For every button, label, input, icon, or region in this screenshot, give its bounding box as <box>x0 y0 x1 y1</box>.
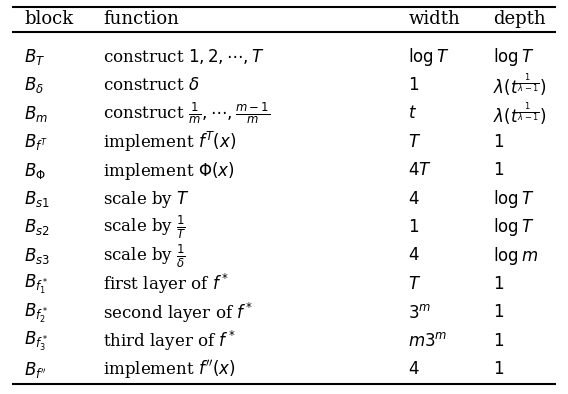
Text: $4$: $4$ <box>408 191 420 208</box>
Text: $B_T$: $B_T$ <box>24 47 45 67</box>
Text: second layer of $f^*$: second layer of $f^*$ <box>103 301 253 325</box>
Text: third layer of $f^*$: third layer of $f^*$ <box>103 329 236 353</box>
Text: scale by $\frac{1}{\delta}$: scale by $\frac{1}{\delta}$ <box>103 242 186 269</box>
Text: $B_{s1}$: $B_{s1}$ <box>24 189 50 209</box>
Text: $4$: $4$ <box>408 361 420 378</box>
Text: first layer of $f^*$: first layer of $f^*$ <box>103 272 229 296</box>
Text: $\log T$: $\log T$ <box>493 216 534 238</box>
Text: $B_\delta$: $B_\delta$ <box>24 75 44 95</box>
Text: scale by $T$: scale by $T$ <box>103 188 190 210</box>
Text: $1$: $1$ <box>408 77 420 94</box>
Text: $4T$: $4T$ <box>408 162 432 179</box>
Text: implement $f^T(x)$: implement $f^T(x)$ <box>103 130 236 154</box>
Text: $\lambda(t^{\frac{1}{\lambda-1}})$: $\lambda(t^{\frac{1}{\lambda-1}})$ <box>493 101 547 126</box>
Text: implement $f''(x)$: implement $f''(x)$ <box>103 358 236 381</box>
Text: $B_{f_3^*}$: $B_{f_3^*}$ <box>24 329 48 353</box>
Text: $\log T$: $\log T$ <box>493 188 534 210</box>
Text: $B_{f''}$: $B_{f''}$ <box>24 360 47 380</box>
Text: $B_{s3}$: $B_{s3}$ <box>24 246 50 266</box>
Text: $T$: $T$ <box>408 134 421 151</box>
Text: construct $1, 2, \cdots, T$: construct $1, 2, \cdots, T$ <box>103 47 265 66</box>
Text: block: block <box>24 10 73 28</box>
Text: $B_{f_2^*}$: $B_{f_2^*}$ <box>24 301 48 325</box>
Text: depth: depth <box>493 10 546 28</box>
Text: construct $\delta$: construct $\delta$ <box>103 77 200 94</box>
Text: $t$: $t$ <box>408 105 417 122</box>
Text: construct $\frac{1}{m}, \cdots, \frac{m-1}{m}$: construct $\frac{1}{m}, \cdots, \frac{m-… <box>103 101 270 126</box>
Text: $1$: $1$ <box>493 333 504 350</box>
Text: $\log m$: $\log m$ <box>493 245 538 267</box>
Text: $\log T$: $\log T$ <box>493 46 534 68</box>
Text: $1$: $1$ <box>493 361 504 378</box>
Text: width: width <box>408 10 460 28</box>
Text: $B_{f^T}$: $B_{f^T}$ <box>24 132 48 152</box>
Text: $1$: $1$ <box>493 276 504 293</box>
Text: $4$: $4$ <box>408 247 420 264</box>
Text: $\lambda(t^{\frac{1}{\lambda-1}})$: $\lambda(t^{\frac{1}{\lambda-1}})$ <box>493 72 547 98</box>
Text: $1$: $1$ <box>493 304 504 322</box>
Text: $m3^m$: $m3^m$ <box>408 332 448 350</box>
Text: function: function <box>103 10 179 28</box>
Text: $B_m$: $B_m$ <box>24 104 48 124</box>
Text: scale by $\frac{1}{T}$: scale by $\frac{1}{T}$ <box>103 214 186 241</box>
Text: $1$: $1$ <box>493 134 504 151</box>
Text: $3^m$: $3^m$ <box>408 304 432 322</box>
Text: $1$: $1$ <box>493 162 504 179</box>
Text: $B_{f_1^*}$: $B_{f_1^*}$ <box>24 273 48 296</box>
Text: $B_\Phi$: $B_\Phi$ <box>24 160 46 180</box>
Text: $\log T$: $\log T$ <box>408 46 450 68</box>
Text: $T$: $T$ <box>408 276 421 293</box>
Text: $B_{s2}$: $B_{s2}$ <box>24 217 50 238</box>
Text: implement $\Phi(x)$: implement $\Phi(x)$ <box>103 160 235 182</box>
Text: $1$: $1$ <box>408 219 420 236</box>
